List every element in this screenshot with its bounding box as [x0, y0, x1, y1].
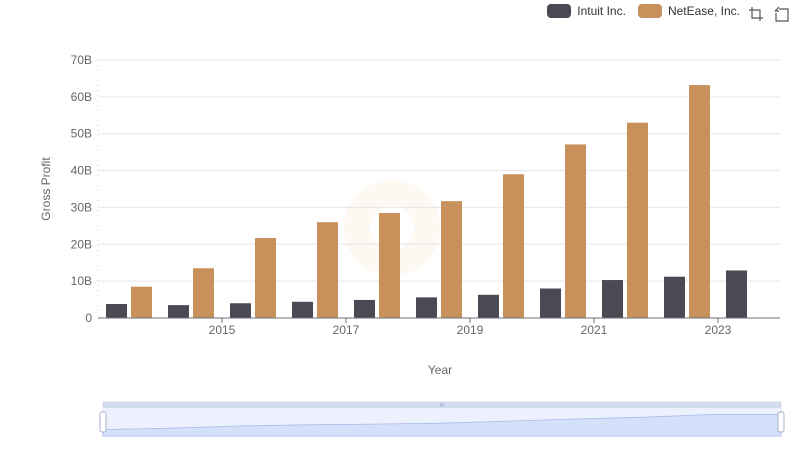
bar-netease-2023[interactable]	[689, 85, 710, 318]
zoom-preview-area	[102, 414, 782, 437]
data-zoom-slider[interactable]: III	[99, 401, 785, 437]
bar-intuit-2022[interactable]	[602, 280, 623, 318]
chart-legend: Intuit Inc. NetEase, Inc.	[547, 4, 740, 18]
y-tick-label: 20B	[71, 237, 92, 251]
bar-netease-2015[interactable]	[193, 268, 214, 318]
y-axis-title: Gross Profit	[39, 157, 53, 221]
bar-intuit-2021[interactable]	[540, 288, 561, 318]
chart-toolbox	[748, 6, 790, 22]
bar-intuit-2015[interactable]	[168, 305, 189, 318]
bar-netease-2019[interactable]	[441, 201, 462, 318]
zoom-top-bar[interactable]	[103, 402, 781, 408]
bar-intuit-2019[interactable]	[416, 297, 437, 318]
bar-intuit-2023[interactable]	[664, 276, 685, 318]
legend-item-intuit[interactable]: Intuit Inc.	[547, 4, 626, 18]
y-tick-label: 70B	[71, 53, 92, 67]
x-tick-label: 2017	[333, 323, 360, 337]
grid-lines	[98, 59, 780, 282]
bar-netease-2021[interactable]	[565, 144, 586, 318]
legend-swatch-netease	[637, 4, 662, 18]
x-tick-label: 2021	[581, 323, 608, 337]
zoom-left-handle[interactable]	[99, 411, 107, 433]
bar-netease-2017[interactable]	[317, 222, 338, 318]
legend-label-intuit: Intuit Inc.	[577, 4, 626, 18]
y-tick-label: 10B	[71, 274, 92, 288]
x-tick-label: 2019	[457, 323, 484, 337]
y-tick-label: 40B	[71, 164, 92, 178]
y-axis-ticks: 0 10B 20B 30B 40B 50B 60B 70B	[71, 53, 93, 325]
bar-intuit-2014[interactable]	[106, 303, 127, 318]
legend-swatch-intuit	[547, 4, 572, 18]
zoom-drag-handle[interactable]: III	[440, 403, 444, 409]
bar-intuit-2016[interactable]	[230, 303, 251, 318]
y-tick-label: 50B	[71, 127, 92, 141]
bar-netease-2016[interactable]	[255, 238, 276, 318]
x-tick-label: 2015	[209, 323, 236, 337]
bar-intuit-2024[interactable]	[726, 270, 747, 318]
bar-intuit-2017[interactable]	[292, 301, 313, 318]
legend-item-netease[interactable]: NetEase, Inc.	[637, 4, 740, 18]
y-tick-label: 0	[85, 311, 92, 325]
bar-netease-2018[interactable]	[379, 212, 400, 318]
restore-icon[interactable]	[774, 6, 790, 22]
x-axis-ticks: 2015 2017 2019 2021 2023	[209, 318, 732, 337]
x-tick-label: 2023	[705, 323, 732, 337]
y-tick-label: 30B	[71, 200, 92, 214]
zoom-area-icon[interactable]	[748, 6, 764, 22]
bar-intuit-2018[interactable]	[354, 299, 375, 318]
zoom-right-handle[interactable]	[777, 411, 785, 433]
bar-netease-2022[interactable]	[627, 122, 648, 319]
bar-netease-2020[interactable]	[503, 174, 524, 318]
x-axis-title: Year	[428, 363, 452, 377]
y-tick-label: 60B	[71, 90, 92, 104]
bar-intuit-2020[interactable]	[478, 294, 499, 318]
bars	[106, 85, 747, 319]
bar-netease-2014[interactable]	[131, 286, 152, 318]
legend-label-netease: NetEase, Inc.	[667, 4, 740, 18]
